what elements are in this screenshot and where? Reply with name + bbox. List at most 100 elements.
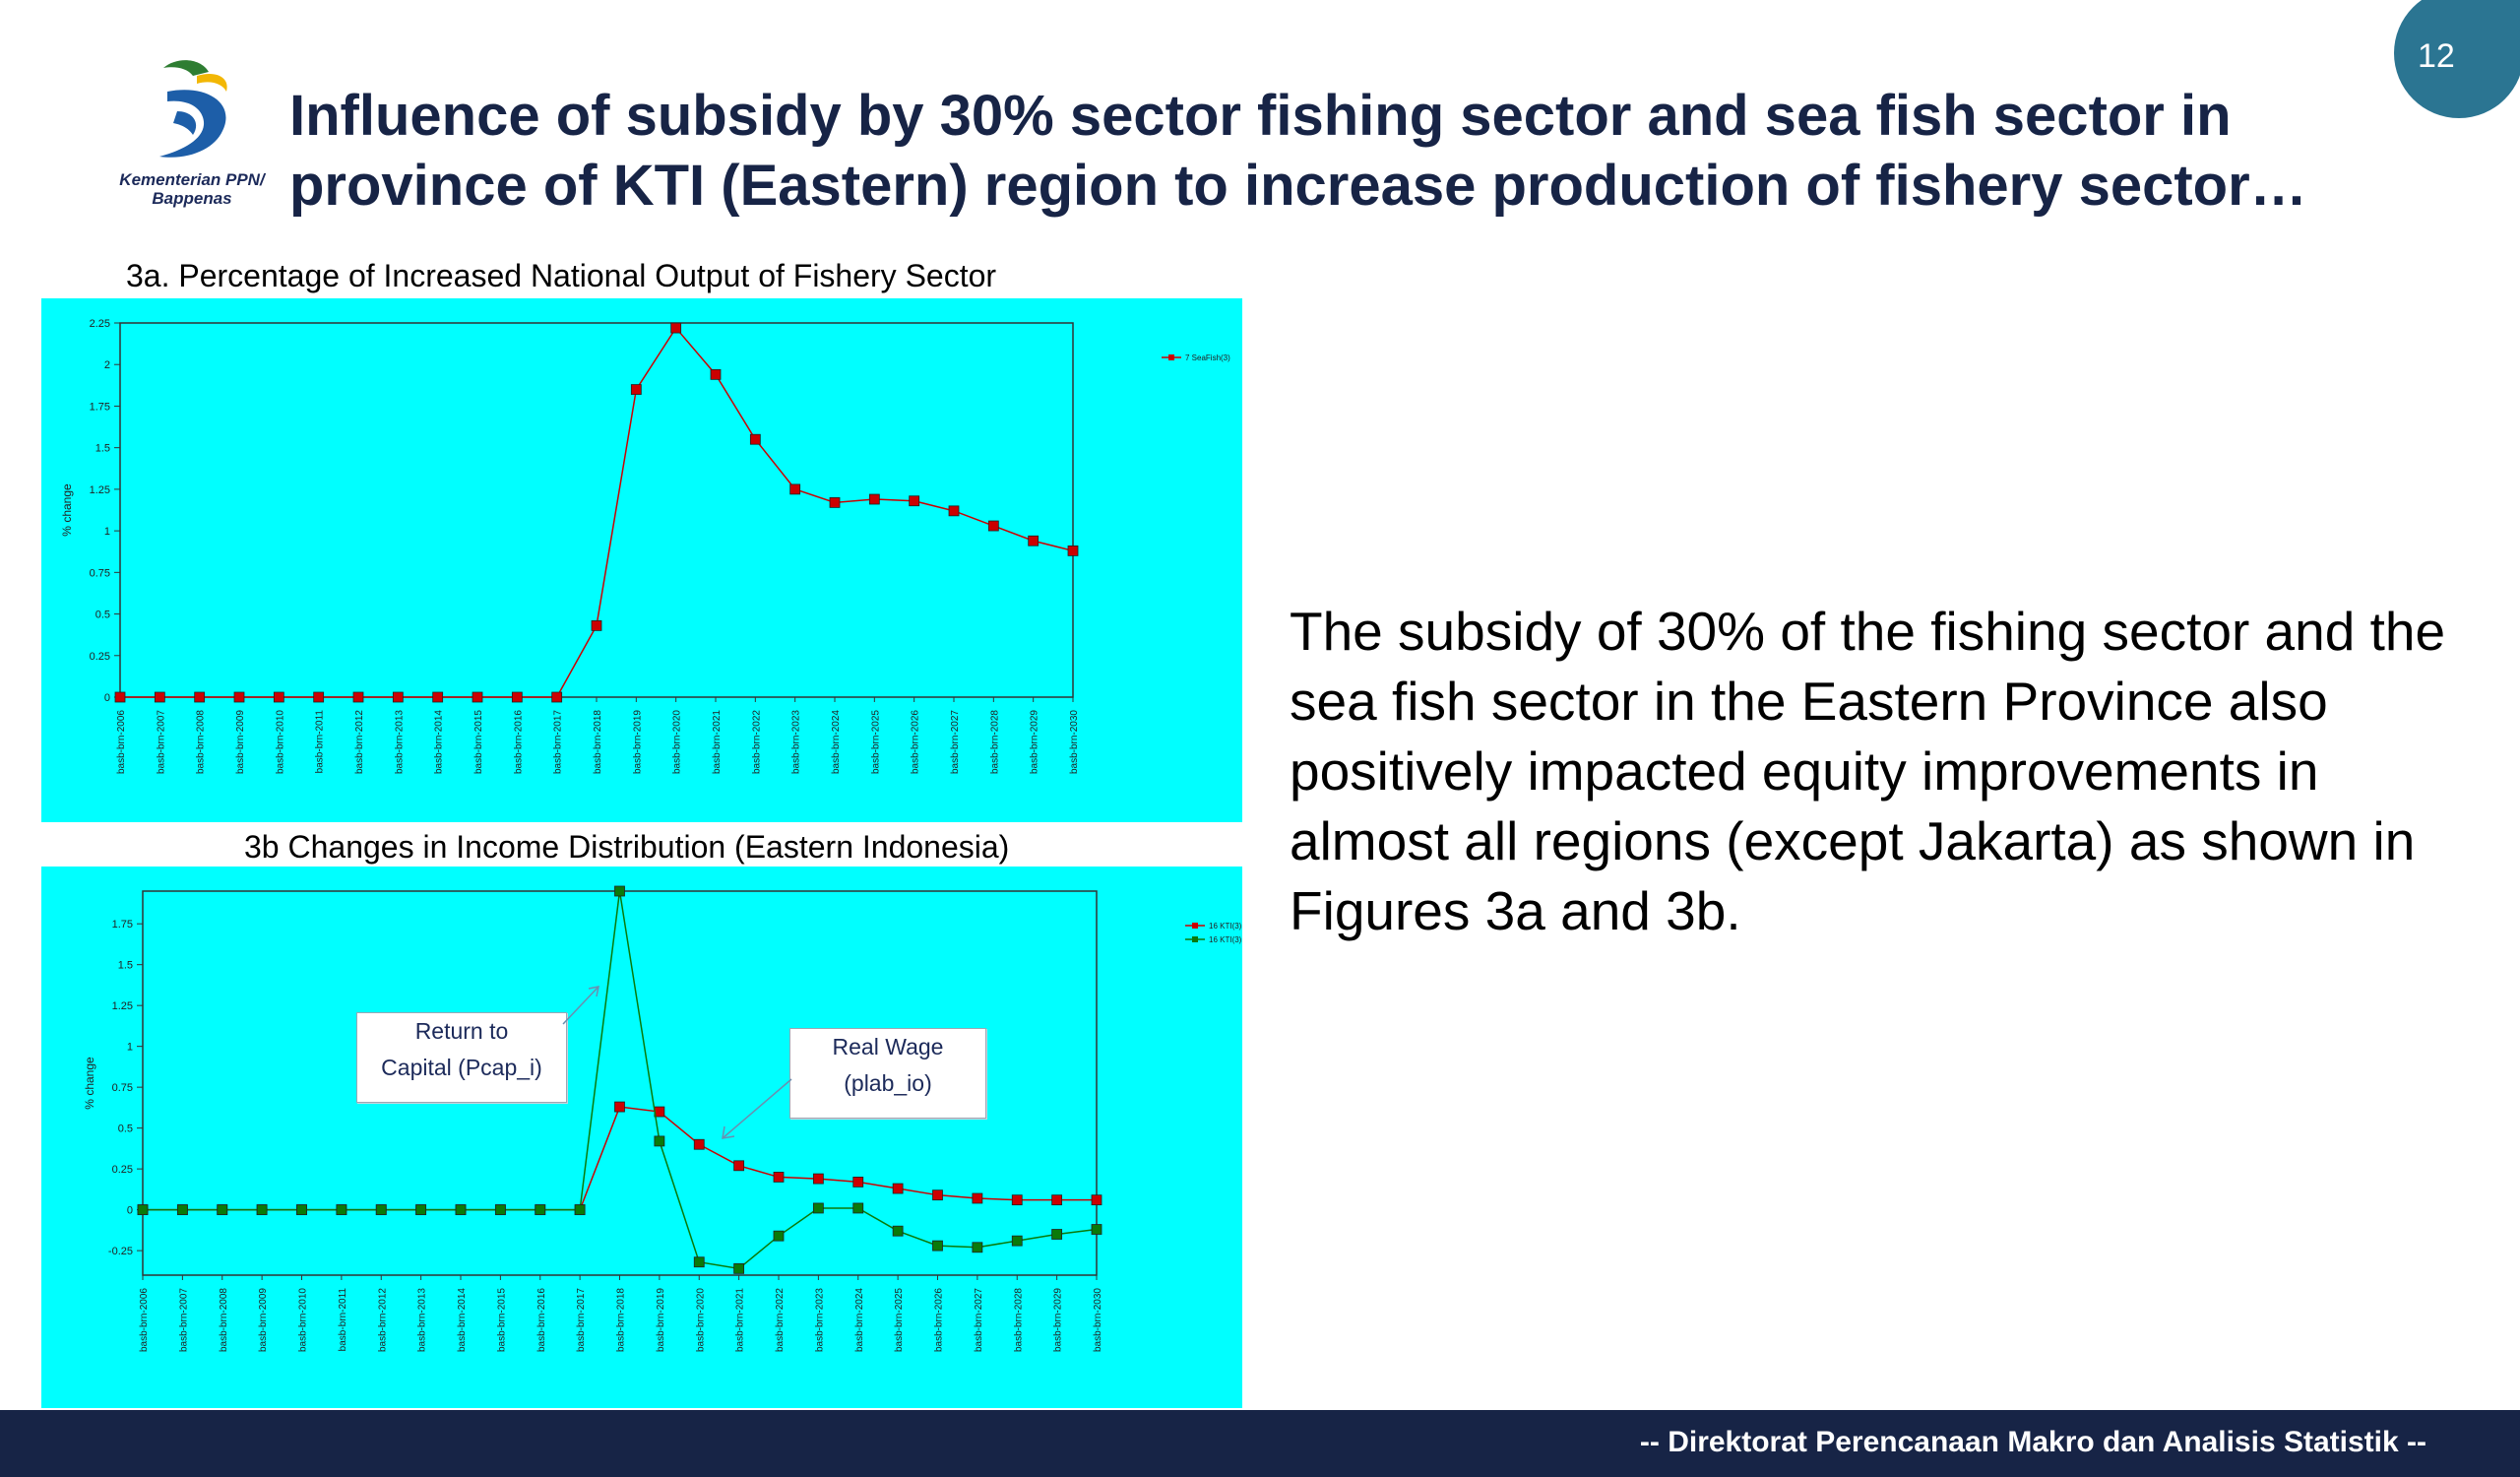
- x-tick-label: basb-brn-2029: [1030, 710, 1040, 774]
- data-point: [336, 1204, 347, 1216]
- data-point: [789, 483, 801, 495]
- y-tick-label: 0: [104, 692, 110, 704]
- annotation-real-wage: Real Wage (plab_io): [789, 1028, 986, 1119]
- data-point: [932, 1240, 943, 1252]
- data-point: [1011, 1194, 1023, 1206]
- y-tick-label: 0: [127, 1205, 133, 1217]
- data-point: [392, 691, 404, 703]
- y-tick-label: 1: [104, 526, 110, 538]
- x-tick-label: basb-brn-2008: [219, 1288, 229, 1352]
- x-tick-label: basb-brn-2016: [536, 1288, 547, 1352]
- data-point: [829, 496, 841, 508]
- chart-3b-panel: -0.25 0 0.25 0.5 0.75 1 1.25 1.5 1.75 % change bas…: [41, 867, 1242, 1408]
- x-tick-label: basb-brn-2027: [974, 1288, 984, 1352]
- data-point: [630, 384, 642, 395]
- x-tick-label: basb-brn-2011: [338, 1288, 348, 1352]
- y-axis-label: % change: [60, 483, 74, 537]
- legend-label: 16 KTI(3): [1209, 922, 1242, 931]
- data-point: [812, 1173, 824, 1185]
- data-point: [909, 495, 920, 507]
- data-point: [892, 1183, 904, 1194]
- y-tick-label: 0.25: [90, 651, 110, 663]
- data-point: [1028, 535, 1040, 546]
- y-tick-label: 0.5: [95, 610, 110, 621]
- data-point: [432, 691, 444, 703]
- data-point: [154, 691, 165, 703]
- data-point: [733, 1160, 745, 1172]
- x-tick-label: basb-brn-2020: [695, 1288, 706, 1352]
- data-point: [1091, 1224, 1102, 1235]
- x-tick-label: basb-brn-2021: [735, 1288, 746, 1352]
- x-tick-label: basb-brn-2018: [616, 1288, 627, 1352]
- footer-bar: -- Direktorat Perencanaan Makro dan Anal…: [0, 1410, 2520, 1477]
- x-tick-label: basb-brn-2007: [156, 710, 166, 774]
- bappenas-logo: Kementerian PPN/ Bappenas: [98, 54, 285, 222]
- x-tick-label: basb-brn-2012: [354, 710, 365, 774]
- series-line: [143, 1106, 1097, 1211]
- y-tick-label: 1.25: [112, 1000, 133, 1012]
- data-point: [852, 1202, 864, 1214]
- y-tick-label: 1.75: [112, 919, 133, 931]
- x-tick-label: basb-brn-2012: [377, 1288, 388, 1352]
- data-point: [932, 1189, 943, 1201]
- data-point: [670, 322, 682, 334]
- data-point: [1051, 1229, 1063, 1240]
- x-tick-label: basb-brn-2009: [235, 710, 246, 774]
- x-tick-label: basb-brn-2018: [593, 710, 603, 774]
- x-tick-label: basb-brn-2027: [950, 710, 961, 774]
- y-tick-label: 0.75: [112, 1082, 133, 1094]
- chart-3b-caption: 3b Changes in Income Distribution (Easte…: [244, 829, 1010, 865]
- data-point: [296, 1204, 307, 1216]
- annotation-return-to-capital: Return to Capital (Pcap_i): [356, 1012, 567, 1103]
- y-tick-label: 1.25: [90, 484, 110, 496]
- data-point: [233, 691, 245, 703]
- legend-marker: [1192, 936, 1198, 942]
- x-tick-label: basb-brn-2020: [672, 710, 683, 774]
- logo-line-1: Kementerian PPN/: [119, 170, 265, 189]
- y-tick-label: 2.25: [90, 318, 110, 330]
- data-point: [749, 433, 761, 445]
- page-number-badge: 12: [2394, 0, 2520, 118]
- y-tick-label: 0.5: [118, 1124, 133, 1135]
- x-tick-label: basb-brn-2023: [814, 1288, 825, 1352]
- data-point: [176, 1204, 188, 1216]
- y-tick-label: -0.25: [108, 1246, 133, 1257]
- chart-3b-svg: -0.25 0 0.25 0.5 0.75 1 1.25 1.5 1.75 % change bas…: [83, 885, 1242, 1352]
- data-point: [693, 1256, 705, 1268]
- x-tick-label: basb-brn-2017: [553, 710, 564, 774]
- series-line: [120, 326, 1074, 698]
- legend-label: 16 KTI(3): [1209, 935, 1242, 944]
- y-tick-label: 1.75: [90, 401, 110, 413]
- data-point: [415, 1204, 427, 1216]
- data-point: [217, 1204, 228, 1216]
- data-point: [375, 1204, 387, 1216]
- x-tick-label: basb-brn-2021: [712, 710, 723, 774]
- data-point: [256, 1204, 268, 1216]
- data-point: [614, 1101, 625, 1113]
- x-tick-label: basb-brn-2024: [831, 710, 842, 774]
- chart-3a-panel: 0 0.25 0.5 0.75 1 1.25 1.5 1.75 2 2.25 % change bas…: [41, 298, 1242, 822]
- x-tick-label: basb-brn-2014: [457, 1288, 468, 1352]
- data-point: [535, 1204, 546, 1216]
- data-point: [710, 368, 722, 380]
- x-tick-label: basb-brn-2028: [989, 710, 1000, 774]
- data-point: [1051, 1194, 1063, 1206]
- x-tick-label: basb-brn-2025: [894, 1288, 905, 1352]
- logo-emblem-icon: [159, 60, 227, 158]
- data-point: [812, 1202, 824, 1214]
- slide-title: Influence of subsidy by 30% sector fishi…: [289, 84, 2307, 218]
- x-tick-label: basb-brn-2024: [854, 1288, 865, 1352]
- x-tick-label: basb-brn-2030: [1093, 1288, 1103, 1352]
- data-point: [1011, 1235, 1023, 1247]
- data-point: [551, 691, 563, 703]
- logo-text: Kementerian PPN/ Bappenas: [98, 170, 285, 208]
- x-tick-label: basb-brn-2008: [196, 710, 207, 774]
- data-point: [892, 1225, 904, 1237]
- data-point: [511, 691, 523, 703]
- y-axis-label: % change: [83, 1057, 96, 1110]
- legend-marker: [1192, 923, 1198, 929]
- data-point: [591, 619, 602, 631]
- x-tick-label: basb-brn-2007: [178, 1288, 189, 1352]
- data-point: [733, 1262, 745, 1274]
- x-tick-label: basb-brn-2006: [116, 710, 127, 774]
